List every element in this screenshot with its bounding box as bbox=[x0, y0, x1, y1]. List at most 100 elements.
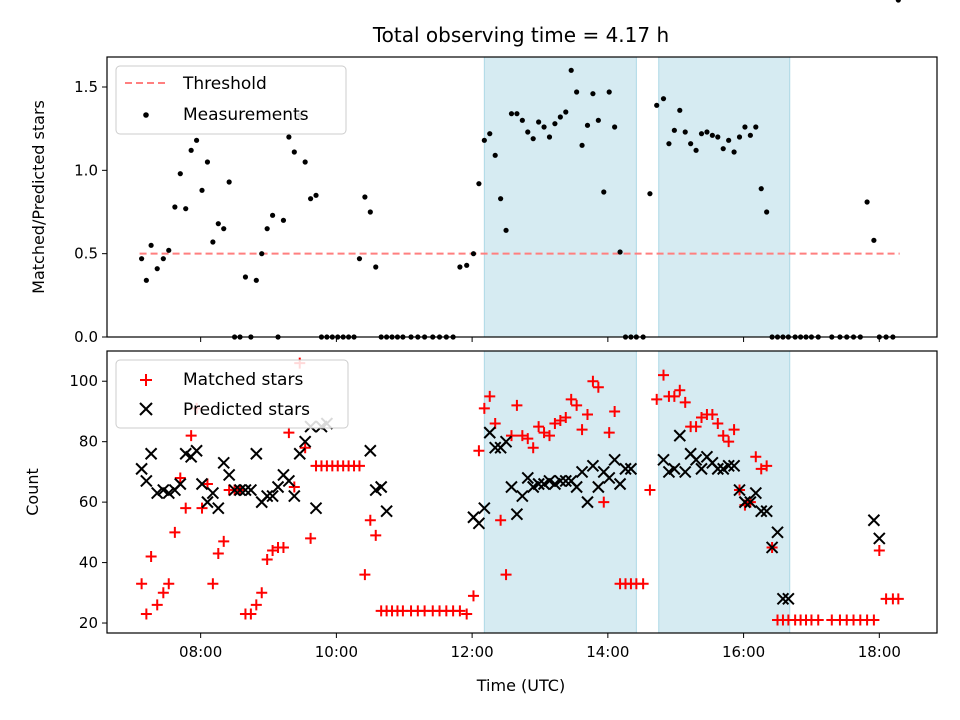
predicted-star-point bbox=[765, 541, 779, 554]
measurement-point bbox=[154, 266, 160, 272]
measurement-point bbox=[742, 124, 748, 130]
y-tick-label: 80 bbox=[79, 433, 98, 451]
y-tick-label: 1.0 bbox=[74, 161, 98, 179]
predicted-star-point bbox=[472, 517, 486, 530]
matched-star-point bbox=[145, 551, 157, 563]
measurement-point bbox=[731, 149, 737, 155]
predicted-star-point bbox=[364, 444, 377, 457]
matched-star-point bbox=[185, 430, 197, 442]
x-tick-label: 10:00 bbox=[315, 643, 358, 661]
measurement-point bbox=[546, 134, 553, 140]
predicted-star-point bbox=[722, 459, 735, 473]
measurement-point bbox=[508, 111, 515, 117]
measurement-point bbox=[671, 127, 677, 133]
matched-star-point bbox=[169, 526, 181, 538]
shaded-interval-2 bbox=[658, 56, 791, 338]
predicted-star-point bbox=[228, 483, 241, 497]
matched-star-point bbox=[370, 529, 382, 541]
predicted-star-point bbox=[619, 462, 632, 476]
matched-star-point bbox=[728, 424, 740, 436]
measurement-point bbox=[758, 186, 764, 192]
y-tick-label: 60 bbox=[79, 493, 98, 511]
measurement-point bbox=[177, 171, 183, 177]
measurement-point bbox=[307, 196, 314, 202]
legend-measurements-label: Measurements bbox=[183, 105, 309, 125]
matched-star-point bbox=[495, 514, 507, 526]
matched-star-point bbox=[174, 472, 186, 484]
matched-star-point bbox=[353, 460, 365, 472]
predicted-star-point bbox=[266, 489, 279, 503]
predicted-star-point bbox=[151, 486, 164, 500]
top-panel: 0.0 0.5 1.0 1.5 Matched/Predicted stars Thr… bbox=[29, 0, 938, 346]
measurement-point bbox=[313, 192, 319, 198]
matched-star-point bbox=[723, 436, 735, 448]
matched-star-point bbox=[505, 430, 517, 442]
measurement-point bbox=[269, 212, 276, 218]
predicted-star-point bbox=[222, 468, 236, 482]
matched-star-point bbox=[651, 393, 663, 405]
predicted-star-point bbox=[521, 471, 534, 485]
matched-star-point bbox=[527, 442, 539, 454]
measurement-point bbox=[525, 129, 531, 135]
predicted-star-point bbox=[760, 504, 773, 518]
legend-measurements-swatch bbox=[143, 112, 149, 118]
measurement-point bbox=[264, 226, 270, 232]
measurement-point bbox=[470, 251, 477, 257]
x-tick-label: 12:00 bbox=[451, 643, 494, 661]
predicted-star-point bbox=[488, 441, 502, 454]
predicted-star-point bbox=[217, 456, 230, 470]
matched-star-point bbox=[603, 427, 615, 439]
matched-star-point bbox=[892, 593, 904, 605]
predicted-star-point bbox=[505, 480, 518, 494]
predicted-star-point bbox=[744, 495, 757, 509]
predicted-star-point bbox=[174, 477, 187, 491]
measurement-point bbox=[457, 264, 463, 270]
measurement-point bbox=[498, 196, 504, 202]
predicted-star-point bbox=[679, 465, 692, 479]
predicted-star-point bbox=[711, 462, 725, 476]
measurement-point bbox=[172, 204, 178, 210]
matched-star-point bbox=[706, 408, 718, 420]
legend-threshold-label: Threshold bbox=[182, 74, 267, 94]
matched-star-point bbox=[277, 541, 289, 553]
predicted-star-point bbox=[140, 474, 153, 488]
measurement-point bbox=[464, 262, 470, 268]
predicted-star-point bbox=[271, 480, 285, 494]
predicted-star-point bbox=[867, 514, 881, 527]
measurement-point bbox=[481, 137, 487, 143]
matched-star-point bbox=[484, 390, 496, 402]
measurement-point bbox=[704, 129, 710, 135]
predicted-star-point bbox=[195, 477, 209, 491]
matched-star-point bbox=[674, 384, 686, 396]
matched-star-point bbox=[750, 451, 762, 463]
measurement-point bbox=[148, 242, 154, 248]
measurement-point bbox=[895, 0, 901, 3]
matched-star-point bbox=[180, 502, 192, 514]
measurement-point bbox=[492, 152, 498, 158]
matched-star-point bbox=[522, 433, 534, 445]
bottom-y-ticks: 20 40 60 80 100 bbox=[69, 372, 107, 632]
y-tick-label: 1.5 bbox=[74, 78, 98, 96]
measurement-point bbox=[764, 209, 770, 215]
measurement-point bbox=[552, 121, 558, 127]
predicted-star-point bbox=[532, 477, 545, 491]
measurement-point bbox=[715, 134, 721, 140]
measurement-point bbox=[188, 147, 194, 153]
top-x-ticks bbox=[200, 337, 880, 342]
x-tick-label: 18:00 bbox=[858, 643, 901, 661]
predicted-star-point bbox=[380, 504, 393, 518]
predicted-star-point bbox=[374, 480, 388, 494]
measurement-point bbox=[747, 132, 753, 138]
y-tick-label: 100 bbox=[69, 372, 98, 390]
measurement-point bbox=[519, 117, 525, 123]
matched-star-point bbox=[140, 608, 152, 620]
predicted-star-point bbox=[733, 483, 746, 497]
predicted-star-point bbox=[510, 508, 524, 521]
measurement-point bbox=[606, 89, 612, 95]
measurement-point bbox=[677, 107, 683, 113]
predicted-star-point bbox=[244, 483, 258, 497]
matched-star-point bbox=[261, 554, 273, 566]
matched-star-point bbox=[478, 402, 490, 414]
measurement-point bbox=[193, 137, 200, 143]
matched-star-point bbox=[868, 614, 880, 626]
